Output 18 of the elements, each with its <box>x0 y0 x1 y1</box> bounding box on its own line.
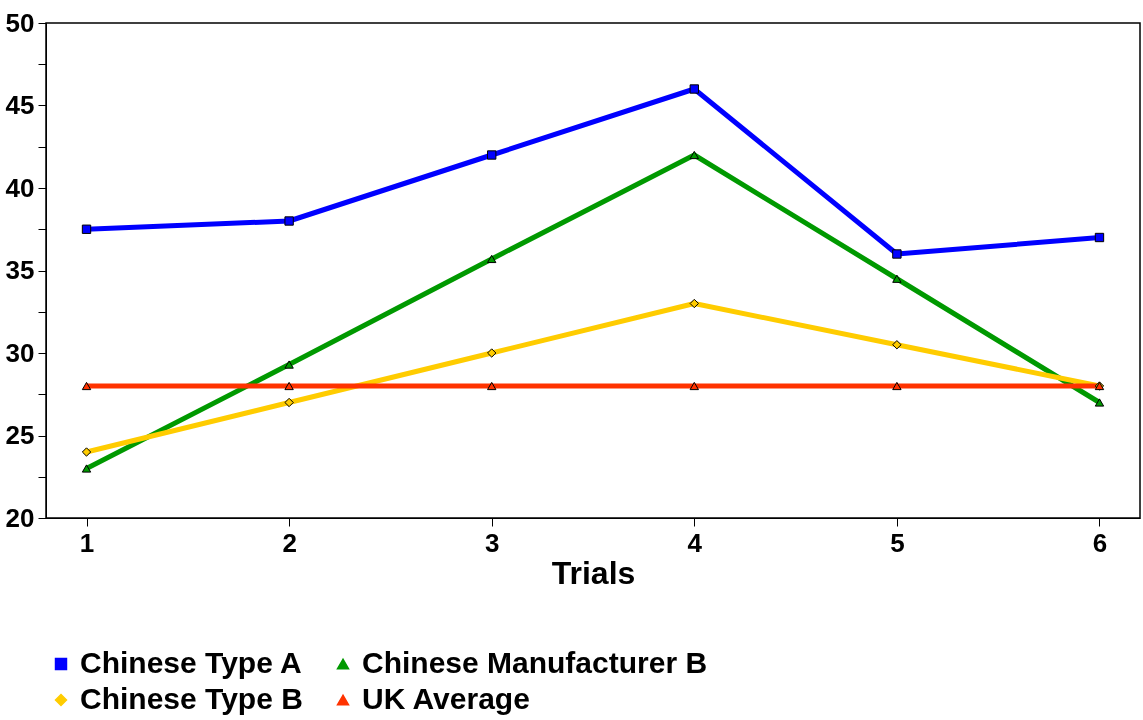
y-tick-label: 30 <box>5 337 35 368</box>
y-tick-label: 45 <box>5 90 35 120</box>
y-tick-label: 50 <box>5 7 35 38</box>
y-tick-label: 40 <box>5 172 35 203</box>
legend-label: Chinese Type B <box>80 682 303 715</box>
y-tick-label: 25 <box>5 420 35 450</box>
x-axis-title: Trials <box>551 554 636 591</box>
x-tick-label: 4 <box>687 527 703 558</box>
legend-label: Chinese Manufacturer B <box>362 646 708 679</box>
legend-label: Chinese Type A <box>80 646 302 679</box>
x-tick-label: 3 <box>484 527 500 558</box>
x-tick-label: 1 <box>79 527 95 558</box>
x-tick-label: 2 <box>282 527 297 558</box>
x-tick-label: 6 <box>1092 527 1108 558</box>
y-tick-label: 35 <box>5 255 35 285</box>
legend-label: UK Average <box>362 682 530 715</box>
x-tick-label: 5 <box>890 527 905 558</box>
y-tick-label: 20 <box>5 502 35 533</box>
